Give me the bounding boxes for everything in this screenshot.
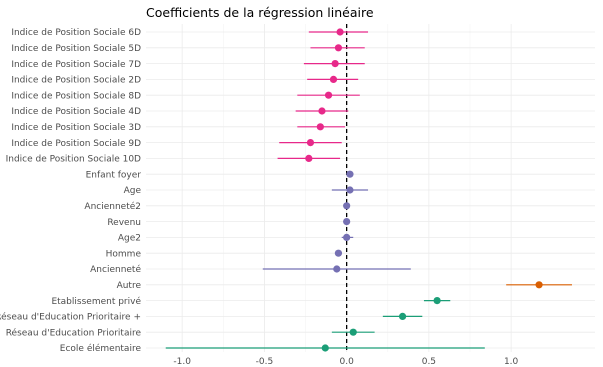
y-tick-label: Indice de Position Sociale 9D	[11, 139, 141, 149]
coefficient-point	[331, 60, 339, 68]
coefficient-point	[334, 44, 343, 52]
y-tick-label: Réseau d'Education Prioritaire	[6, 327, 142, 338]
coefficient-point	[398, 312, 407, 320]
y-tick-label: Age2	[118, 234, 141, 244]
coefficient-point	[346, 186, 354, 194]
coefficient-point	[343, 202, 351, 210]
coefficient-point	[306, 139, 315, 147]
coefficient-point	[324, 91, 333, 99]
coefficient-point	[318, 107, 326, 115]
y-tick-label: Indice de Position Sociale 8D	[11, 91, 141, 101]
y-tick-label: Indice de Position Sociale 5D	[11, 44, 141, 54]
coefficient-point	[329, 75, 338, 83]
x-tick-label: 0.5	[422, 357, 436, 367]
y-tick-label: Homme	[106, 249, 142, 259]
x-axis-labels: -1.0 -0.5 0.0 0.5 1.0	[173, 357, 518, 367]
coefficient-point	[433, 297, 441, 305]
x-tick-label: 0.0	[339, 357, 354, 367]
y-tick-label: Enfant foyer	[86, 170, 142, 180]
x-tick-label: 1.0	[504, 357, 519, 367]
grid	[146, 24, 595, 352]
coefficient-point	[334, 249, 343, 257]
y-tick-label: Indice de Position Sociale 2D	[11, 76, 141, 86]
coefficient-marks	[165, 28, 572, 352]
coefficient-point	[333, 265, 341, 273]
y-tick-label: Indice de Position Sociale 7D	[11, 60, 141, 70]
x-tick-label: -0.5	[256, 357, 274, 367]
coefficient-point	[343, 233, 351, 241]
y-tick-label: Etablissement privé	[51, 296, 141, 307]
y-tick-label: Ancienneté	[90, 264, 141, 275]
chart-title: Coefficients de la régression linéaire	[146, 5, 374, 20]
y-tick-label: Age	[124, 186, 142, 196]
coefficient-point	[305, 154, 313, 162]
y-tick-label: Autre	[117, 281, 142, 291]
y-tick-label: Indice de Position Sociale 3D	[11, 123, 141, 133]
coefficient-point	[316, 123, 324, 131]
y-tick-label: Indice de Position Sociale 6D	[11, 28, 141, 38]
y-tick-label: Réseau d'Education Prioritaire +	[0, 312, 141, 323]
coefficient-point	[336, 28, 344, 36]
y-tick-label: Ancienneté2	[84, 201, 141, 212]
y-axis-labels: Indice de Position Sociale 6D Indice de P…	[0, 28, 141, 354]
coefficient-point	[343, 218, 351, 226]
coefficient-point	[321, 344, 329, 352]
x-tick-label: -1.0	[173, 357, 191, 367]
coefficient-point	[535, 281, 543, 289]
y-tick-label: Indice de Position Sociale 10D	[6, 155, 141, 165]
coefficient-point	[346, 170, 354, 178]
y-tick-label: Ecole élémentaire	[60, 343, 142, 354]
coefficient-point	[349, 328, 357, 336]
y-tick-label: Revenu	[107, 218, 141, 228]
y-tick-label: Indice de Position Sociale 4D	[11, 107, 141, 117]
